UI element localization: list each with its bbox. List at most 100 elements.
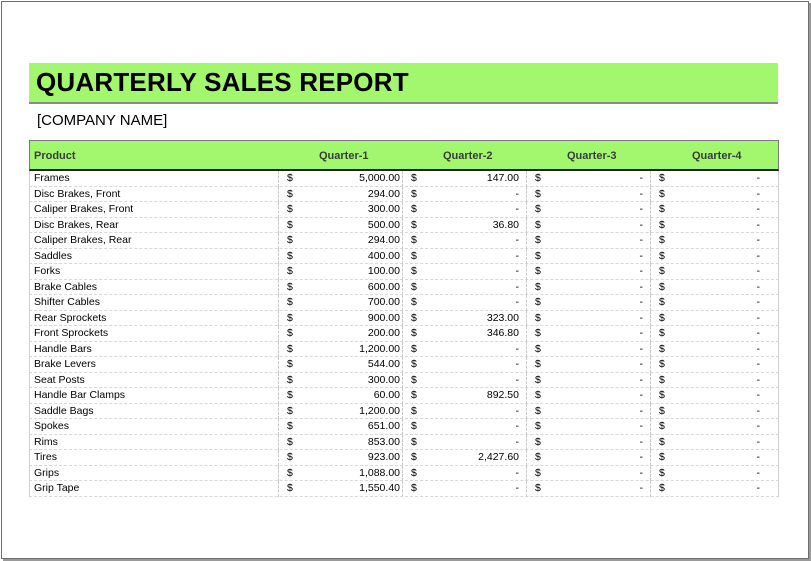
quarter-3-cell[interactable]: $ - <box>526 326 650 342</box>
product-cell[interactable]: Handle Bar Clamps <box>29 388 278 404</box>
quarter-2-cell[interactable]: $ - <box>402 434 526 450</box>
quarter-1-cell[interactable]: $1,200.00 <box>278 341 402 357</box>
quarter-2-cell[interactable]: $ - <box>402 357 526 373</box>
quarter-4-cell[interactable]: $ - <box>650 295 779 311</box>
product-cell[interactable]: Spokes <box>29 419 278 435</box>
product-cell[interactable]: Brake Levers <box>29 357 278 373</box>
quarter-2-cell[interactable]: $892.50 <box>402 388 526 404</box>
quarter-2-cell[interactable]: $ - <box>402 372 526 388</box>
quarter-1-cell[interactable]: $300.00 <box>278 372 402 388</box>
quarter-4-cell[interactable]: $ - <box>650 202 779 218</box>
product-cell[interactable]: Grips <box>29 465 278 481</box>
quarter-1-cell[interactable]: $1,088.00 <box>278 465 402 481</box>
quarter-1-cell[interactable]: $500.00 <box>278 217 402 233</box>
quarter-2-cell[interactable]: $36.80 <box>402 217 526 233</box>
quarter-1-cell[interactable]: $853.00 <box>278 434 402 450</box>
product-cell[interactable]: Saddle Bags <box>29 403 278 419</box>
quarter-4-cell[interactable]: $ - <box>650 450 779 466</box>
product-cell[interactable]: Rear Sprockets <box>29 310 278 326</box>
product-cell[interactable]: Forks <box>29 264 278 280</box>
quarter-1-cell[interactable]: $1,550.40 <box>278 481 402 497</box>
quarter-3-cell[interactable]: $ - <box>526 171 650 187</box>
product-cell[interactable]: Shifter Cables <box>29 295 278 311</box>
quarter-2-cell[interactable]: $ - <box>402 202 526 218</box>
quarter-2-cell[interactable]: $147.00 <box>402 171 526 187</box>
quarter-2-cell[interactable]: $ - <box>402 403 526 419</box>
quarter-1-cell[interactable]: $651.00 <box>278 419 402 435</box>
quarter-1-cell[interactable]: $5,000.00 <box>278 171 402 187</box>
quarter-2-cell[interactable]: $ - <box>402 186 526 202</box>
product-cell[interactable]: Frames <box>29 171 278 187</box>
product-cell[interactable]: Caliper Brakes, Rear <box>29 233 278 249</box>
quarter-4-cell[interactable]: $ - <box>650 233 779 249</box>
product-cell[interactable]: Seat Posts <box>29 372 278 388</box>
quarter-3-cell[interactable]: $ - <box>526 341 650 357</box>
company-name[interactable]: [COMPANY NAME] <box>37 112 168 129</box>
quarter-2-cell[interactable]: $ - <box>402 279 526 295</box>
quarter-1-cell[interactable]: $100.00 <box>278 264 402 280</box>
quarter-1-cell[interactable]: $1,200.00 <box>278 403 402 419</box>
quarter-1-cell[interactable]: $294.00 <box>278 233 402 249</box>
quarter-2-cell[interactable]: $ - <box>402 233 526 249</box>
quarter-3-cell[interactable]: $ - <box>526 186 650 202</box>
quarter-2-cell[interactable]: $ - <box>402 248 526 264</box>
quarter-1-cell[interactable]: $700.00 <box>278 295 402 311</box>
quarter-1-cell[interactable]: $200.00 <box>278 326 402 342</box>
quarter-2-cell[interactable]: $ - <box>402 295 526 311</box>
quarter-3-cell[interactable]: $ - <box>526 310 650 326</box>
quarter-1-cell[interactable]: $923.00 <box>278 450 402 466</box>
quarter-2-cell[interactable]: $2,427.60 <box>402 450 526 466</box>
quarter-3-cell[interactable]: $ - <box>526 357 650 373</box>
quarter-1-cell[interactable]: $544.00 <box>278 357 402 373</box>
quarter-2-cell[interactable]: $ - <box>402 465 526 481</box>
product-cell[interactable]: Brake Cables <box>29 279 278 295</box>
quarter-4-cell[interactable]: $ - <box>650 186 779 202</box>
quarter-4-cell[interactable]: $ - <box>650 326 779 342</box>
quarter-3-cell[interactable]: $ - <box>526 202 650 218</box>
product-cell[interactable]: Saddles <box>29 248 278 264</box>
quarter-2-cell[interactable]: $ - <box>402 481 526 497</box>
quarter-3-cell[interactable]: $ - <box>526 419 650 435</box>
quarter-3-cell[interactable]: $ - <box>526 434 650 450</box>
quarter-3-cell[interactable]: $ - <box>526 295 650 311</box>
quarter-4-cell[interactable]: $ - <box>650 372 779 388</box>
quarter-3-cell[interactable]: $ - <box>526 248 650 264</box>
quarter-3-cell[interactable]: $ - <box>526 279 650 295</box>
quarter-3-cell[interactable]: $ - <box>526 450 650 466</box>
product-cell[interactable]: Disc Brakes, Rear <box>29 217 278 233</box>
quarter-3-cell[interactable]: $ - <box>526 372 650 388</box>
quarter-3-cell[interactable]: $ - <box>526 264 650 280</box>
product-cell[interactable]: Rims <box>29 434 278 450</box>
quarter-3-cell[interactable]: $ - <box>526 233 650 249</box>
quarter-4-cell[interactable]: $ - <box>650 434 779 450</box>
product-cell[interactable]: Tires <box>29 450 278 466</box>
quarter-4-cell[interactable]: $ - <box>650 310 779 326</box>
quarter-2-cell[interactable]: $ - <box>402 341 526 357</box>
quarter-1-cell[interactable]: $900.00 <box>278 310 402 326</box>
quarter-3-cell[interactable]: $ - <box>526 217 650 233</box>
quarter-3-cell[interactable]: $ - <box>526 403 650 419</box>
quarter-4-cell[interactable]: $ - <box>650 341 779 357</box>
quarter-1-cell[interactable]: $294.00 <box>278 186 402 202</box>
quarter-4-cell[interactable]: $ - <box>650 388 779 404</box>
quarter-4-cell[interactable]: $ - <box>650 403 779 419</box>
quarter-2-cell[interactable]: $ - <box>402 419 526 435</box>
product-cell[interactable]: Front Sprockets <box>29 326 278 342</box>
product-cell[interactable]: Caliper Brakes, Front <box>29 202 278 218</box>
quarter-2-cell[interactable]: $323.00 <box>402 310 526 326</box>
quarter-3-cell[interactable]: $ - <box>526 481 650 497</box>
product-cell[interactable]: Handle Bars <box>29 341 278 357</box>
quarter-3-cell[interactable]: $ - <box>526 388 650 404</box>
quarter-4-cell[interactable]: $ - <box>650 217 779 233</box>
quarter-2-cell[interactable]: $346.80 <box>402 326 526 342</box>
quarter-4-cell[interactable]: $ - <box>650 357 779 373</box>
product-cell[interactable]: Grip Tape <box>29 481 278 497</box>
quarter-4-cell[interactable]: $ - <box>650 481 779 497</box>
quarter-4-cell[interactable]: $ - <box>650 264 779 280</box>
quarter-4-cell[interactable]: $ - <box>650 248 779 264</box>
quarter-1-cell[interactable]: $600.00 <box>278 279 402 295</box>
quarter-2-cell[interactable]: $ - <box>402 264 526 280</box>
product-cell[interactable]: Disc Brakes, Front <box>29 186 278 202</box>
quarter-1-cell[interactable]: $300.00 <box>278 202 402 218</box>
quarter-4-cell[interactable]: $ - <box>650 465 779 481</box>
